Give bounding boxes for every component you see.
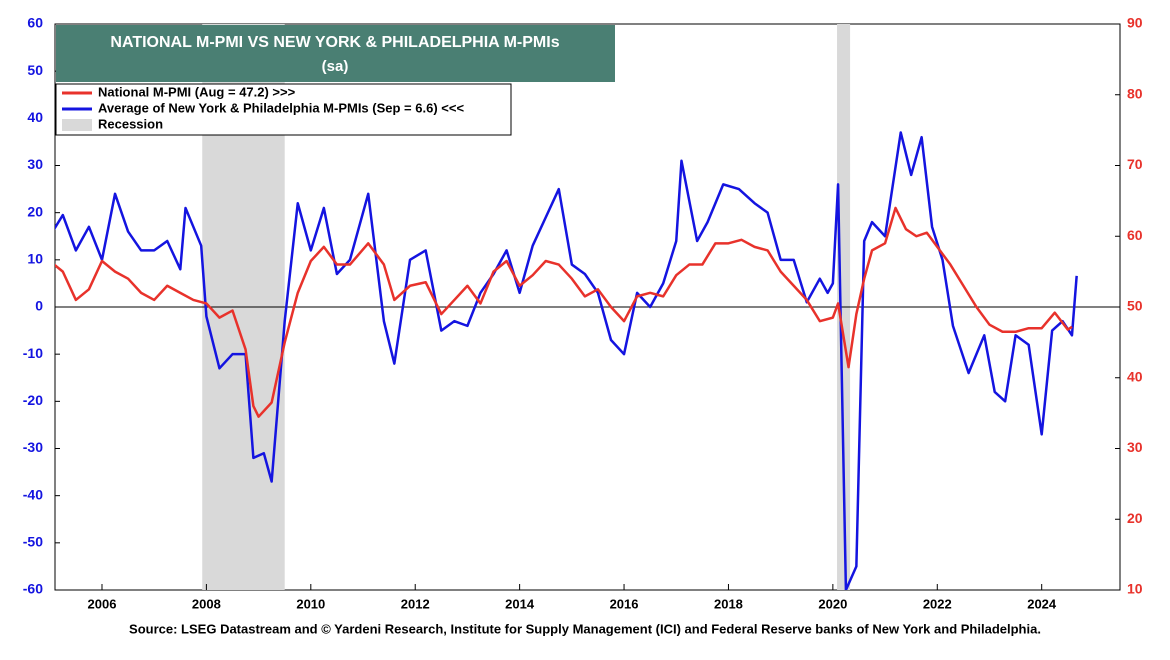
y-tick-label: -20: [23, 392, 43, 408]
y2-tick-label: 80: [1127, 85, 1143, 101]
y-tick-label: -60: [23, 581, 43, 597]
legend-label: National M-PMI (Aug = 47.2) >>>: [98, 84, 296, 99]
legend: [55, 83, 512, 136]
x-tick-label: 2016: [610, 596, 639, 611]
legend-label: Recession: [98, 116, 163, 131]
y2-tick-label: 50: [1127, 298, 1143, 314]
y-tick-label: -50: [23, 534, 43, 550]
x-tick-label: 2014: [505, 596, 535, 611]
y-tick-label: -40: [23, 486, 43, 502]
legend-swatch: [62, 119, 92, 131]
y2-tick-label: 90: [1127, 15, 1143, 31]
y2-tick-label: 40: [1127, 368, 1143, 384]
series-line: [55, 131, 1078, 590]
y-tick-label: -10: [23, 345, 43, 361]
x-tick-label: 2010: [296, 596, 325, 611]
y-tick-label: 50: [27, 62, 43, 78]
y-tick-label: 40: [27, 109, 43, 125]
x-tick-label: 2008: [192, 596, 221, 611]
y2-tick-label: 10: [1127, 581, 1143, 597]
x-tick-label: 2020: [818, 596, 847, 611]
y-tick-label: 10: [27, 251, 43, 267]
y2-tick-label: 30: [1127, 439, 1143, 455]
x-tick-label: 2018: [714, 596, 743, 611]
x-tick-label: 2006: [88, 596, 117, 611]
y2-tick-label: 60: [1127, 227, 1143, 243]
source: Source: LSEG Datastream and © Yardeni Re…: [129, 621, 1041, 636]
chart-title: NATIONAL M-PMI VS NEW YORK & PHILADELPHI…: [110, 34, 559, 51]
x-tick-label: 2022: [923, 596, 952, 611]
legend-label: Average of New York & Philadelphia M-PMI…: [98, 100, 464, 115]
x-tick-label: 2024: [1027, 596, 1057, 611]
y-tick-label: 60: [27, 15, 43, 31]
y-tick-label: 30: [27, 156, 43, 172]
chart-subtitle: (sa): [322, 58, 349, 75]
title-box: [56, 25, 615, 82]
y-tick-label: -30: [23, 439, 43, 455]
y2-tick-label: 70: [1127, 156, 1143, 172]
series-line: [55, 206, 1073, 418]
y2-tick-label: 20: [1127, 510, 1143, 526]
x-tick-label: 2012: [401, 596, 430, 611]
y-tick-label: 20: [27, 203, 43, 219]
y-tick-label: 0: [35, 298, 43, 314]
